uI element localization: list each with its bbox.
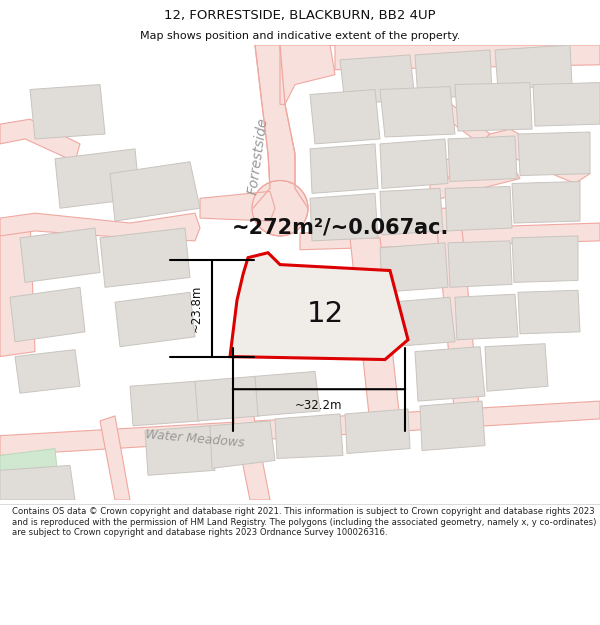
Text: Map shows position and indicative extent of the property.: Map shows position and indicative extent… bbox=[140, 31, 460, 41]
Polygon shape bbox=[495, 45, 572, 89]
Polygon shape bbox=[100, 228, 190, 288]
Polygon shape bbox=[533, 82, 600, 126]
Polygon shape bbox=[455, 82, 532, 131]
Polygon shape bbox=[518, 290, 580, 334]
Polygon shape bbox=[485, 344, 548, 391]
Polygon shape bbox=[430, 99, 490, 144]
Polygon shape bbox=[255, 45, 295, 198]
Polygon shape bbox=[310, 193, 378, 241]
Polygon shape bbox=[195, 376, 260, 421]
Polygon shape bbox=[230, 396, 270, 500]
Polygon shape bbox=[0, 466, 75, 500]
Polygon shape bbox=[518, 132, 590, 176]
Polygon shape bbox=[20, 228, 100, 282]
Polygon shape bbox=[380, 188, 443, 235]
Polygon shape bbox=[30, 84, 105, 139]
Polygon shape bbox=[380, 86, 455, 137]
Text: 12: 12 bbox=[307, 300, 344, 328]
Text: Contains OS data © Crown copyright and database right 2021. This information is : Contains OS data © Crown copyright and d… bbox=[12, 508, 596, 538]
Polygon shape bbox=[130, 381, 200, 426]
Circle shape bbox=[252, 181, 308, 236]
Polygon shape bbox=[435, 208, 480, 419]
Polygon shape bbox=[350, 238, 400, 424]
Polygon shape bbox=[15, 349, 80, 393]
Polygon shape bbox=[455, 294, 518, 340]
Text: ~32.2m: ~32.2m bbox=[295, 399, 343, 411]
Polygon shape bbox=[300, 223, 600, 250]
Polygon shape bbox=[145, 426, 215, 475]
Polygon shape bbox=[280, 45, 335, 104]
Polygon shape bbox=[310, 89, 380, 144]
Polygon shape bbox=[210, 421, 275, 468]
Polygon shape bbox=[0, 119, 80, 162]
Polygon shape bbox=[480, 129, 590, 184]
Polygon shape bbox=[255, 371, 320, 416]
Polygon shape bbox=[100, 416, 130, 500]
Polygon shape bbox=[55, 149, 140, 208]
Text: ~23.8m: ~23.8m bbox=[190, 285, 203, 332]
Text: Water Meadows: Water Meadows bbox=[145, 428, 245, 449]
Polygon shape bbox=[380, 139, 448, 188]
Polygon shape bbox=[200, 191, 275, 221]
Polygon shape bbox=[115, 292, 195, 347]
Polygon shape bbox=[330, 45, 600, 70]
Polygon shape bbox=[380, 243, 448, 292]
Polygon shape bbox=[345, 409, 410, 454]
Text: Forrestside: Forrestside bbox=[245, 116, 271, 195]
Polygon shape bbox=[430, 144, 510, 181]
Polygon shape bbox=[0, 449, 60, 500]
Text: 12, FORRESTSIDE, BLACKBURN, BB2 4UP: 12, FORRESTSIDE, BLACKBURN, BB2 4UP bbox=[164, 9, 436, 22]
Polygon shape bbox=[430, 162, 520, 201]
Polygon shape bbox=[0, 213, 200, 241]
Polygon shape bbox=[415, 50, 492, 99]
Polygon shape bbox=[415, 347, 485, 401]
Polygon shape bbox=[275, 414, 343, 459]
Polygon shape bbox=[448, 241, 512, 288]
Polygon shape bbox=[110, 162, 200, 221]
Polygon shape bbox=[512, 236, 578, 282]
Polygon shape bbox=[340, 55, 415, 104]
Polygon shape bbox=[390, 298, 455, 347]
Polygon shape bbox=[10, 288, 85, 342]
Polygon shape bbox=[420, 401, 485, 451]
Polygon shape bbox=[448, 136, 517, 181]
Polygon shape bbox=[512, 181, 580, 223]
Polygon shape bbox=[310, 144, 378, 193]
Polygon shape bbox=[0, 401, 600, 456]
Polygon shape bbox=[445, 186, 512, 231]
Polygon shape bbox=[230, 253, 408, 359]
Polygon shape bbox=[0, 218, 35, 357]
Text: ~272m²/~0.067ac.: ~272m²/~0.067ac. bbox=[232, 218, 449, 238]
